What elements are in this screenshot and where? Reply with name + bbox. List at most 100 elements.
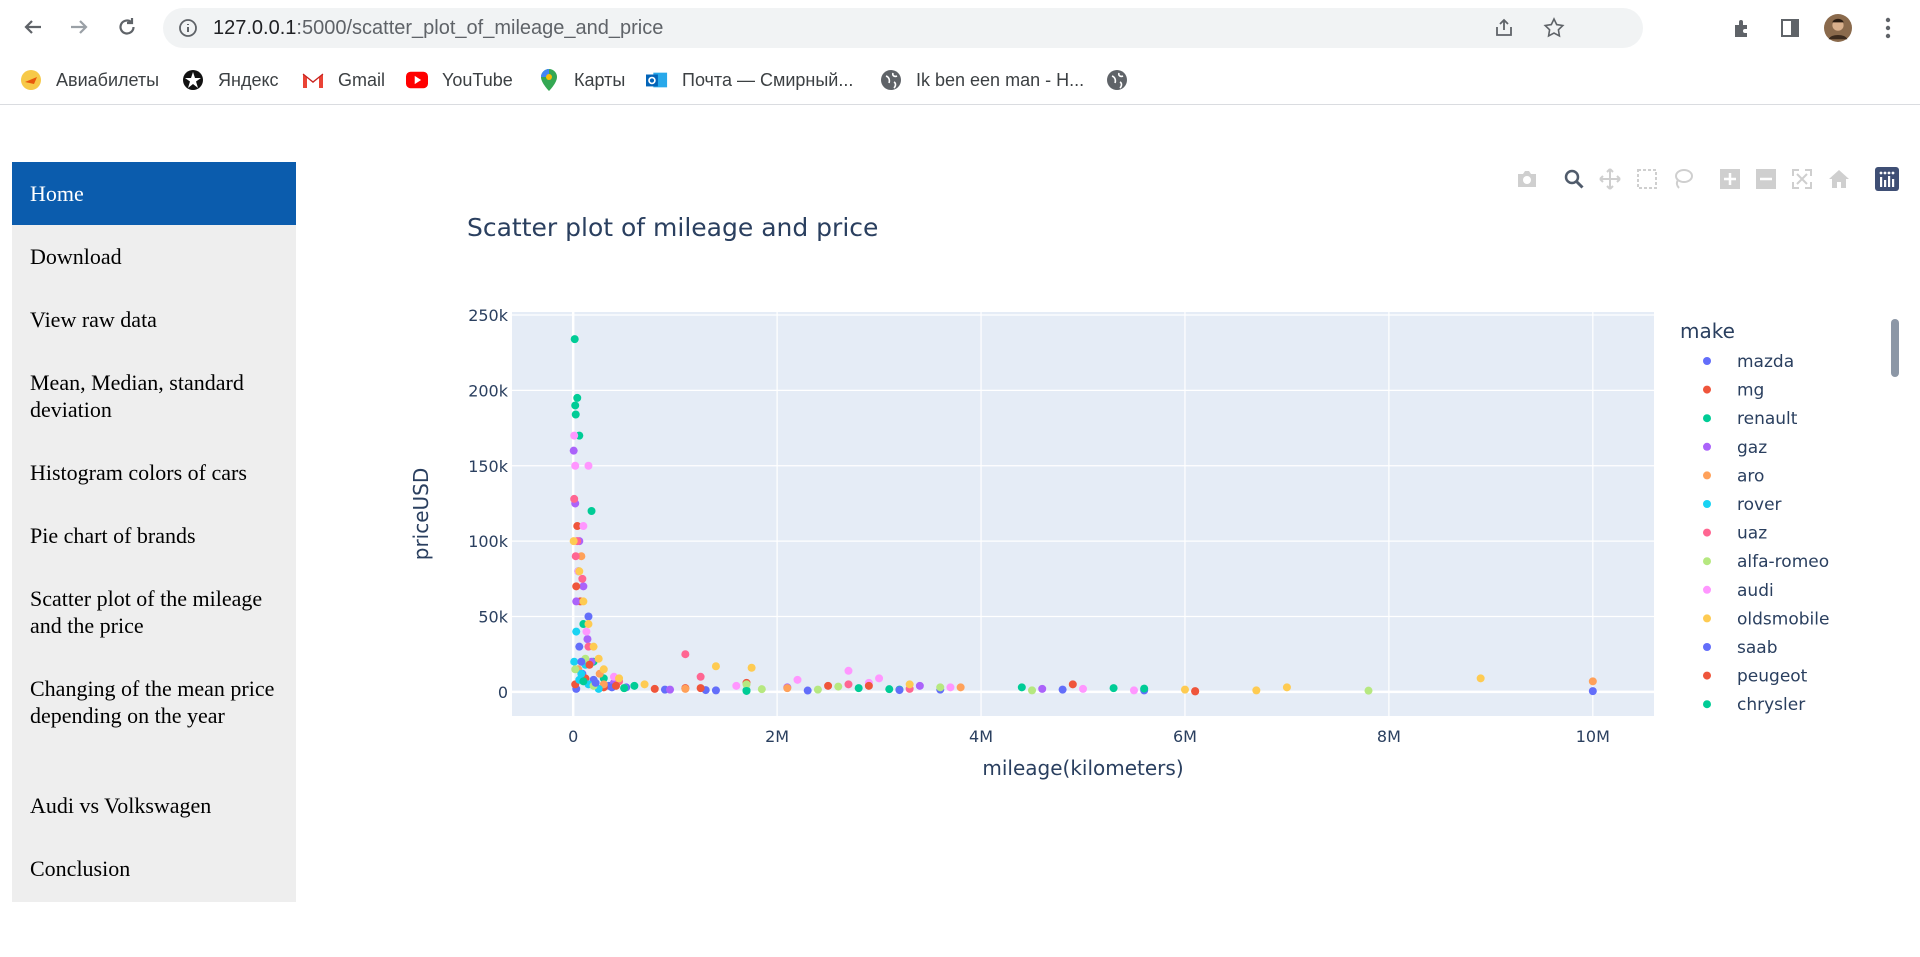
lasso-select-icon[interactable] — [1670, 166, 1696, 192]
profile-avatar[interactable] — [1824, 14, 1852, 42]
sidebar-item-conclusion[interactable]: Conclusion — [12, 837, 296, 902]
legend-item-oldsmobile[interactable]: oldsmobile — [1703, 609, 1829, 629]
data-point-audi[interactable] — [946, 683, 955, 692]
bookmark-youtube[interactable]: YouTube — [406, 66, 513, 94]
url-text[interactable]: 127.0.0.1:5000/scatter_plot_of_mileage_a… — [213, 8, 663, 48]
data-point-rover[interactable] — [572, 627, 581, 636]
legend-item-chrysler[interactable]: chrysler — [1703, 695, 1805, 715]
legend-item-audi[interactable]: audi — [1703, 581, 1774, 601]
data-point-uaz[interactable] — [681, 650, 690, 659]
data-point-aro[interactable] — [1588, 677, 1597, 686]
legend-item-peugeot[interactable]: peugeot — [1703, 667, 1808, 687]
data-point-saab[interactable] — [711, 686, 720, 695]
zoom-out-icon[interactable] — [1753, 166, 1779, 192]
data-point-mazda[interactable] — [584, 612, 593, 621]
sidebar-item-audi-vs-vw[interactable]: Audi vs Volkswagen — [12, 774, 296, 837]
sidebar-item-view-raw-data[interactable]: View raw data — [12, 288, 296, 351]
data-point-mg[interactable] — [1068, 680, 1077, 689]
zoom-in-icon[interactable] — [1717, 166, 1743, 192]
reload-icon[interactable] — [112, 12, 142, 42]
data-point-audi[interactable] — [732, 681, 741, 690]
data-point-chrysler[interactable] — [579, 677, 588, 686]
data-point-chrysler[interactable] — [620, 684, 629, 693]
data-point-alfa-romeo[interactable] — [834, 682, 843, 691]
data-point-oldsmobile[interactable] — [1282, 683, 1291, 692]
data-point-gaz[interactable] — [569, 446, 578, 455]
data-point-alfa-romeo[interactable] — [936, 683, 945, 692]
data-point-renault[interactable] — [1109, 684, 1118, 693]
data-point-audi[interactable] — [875, 674, 884, 683]
data-point-aro[interactable] — [956, 683, 965, 692]
legend[interactable]: make mazda mg renault gaz aro rover uaz alfa-ro… — [1680, 319, 1829, 715]
bookmark-aviatickets[interactable]: Авиабилеты — [20, 66, 159, 94]
sidebar-item-mean-median-std[interactable]: Mean, Median, standard deviation — [12, 351, 296, 441]
data-point-peugeot[interactable] — [696, 684, 705, 693]
data-point-rover[interactable] — [570, 657, 579, 666]
extensions-icon[interactable] — [1728, 14, 1756, 42]
address-bar[interactable]: 127.0.0.1:5000/scatter_plot_of_mileage_a… — [163, 8, 1643, 48]
data-point-uaz[interactable] — [578, 574, 587, 583]
data-point-audi[interactable] — [571, 461, 580, 470]
data-point-aro[interactable] — [681, 684, 690, 693]
data-point-oldsmobile[interactable] — [1476, 674, 1485, 683]
bookmark-mail[interactable]: Почта — Смирный... — [646, 66, 853, 94]
data-point-chrysler[interactable] — [1140, 684, 1149, 693]
data-point-oldsmobile[interactable] — [747, 663, 756, 672]
data-point-rover[interactable] — [577, 669, 586, 678]
data-point-renault[interactable] — [587, 506, 596, 515]
legend-scrollbar[interactable] — [1891, 319, 1899, 377]
data-point-uaz[interactable] — [844, 680, 853, 689]
data-point-renault[interactable] — [571, 410, 580, 419]
data-point-renault[interactable] — [630, 681, 639, 690]
data-point-mg[interactable] — [824, 681, 833, 690]
data-point-chrysler[interactable] — [885, 685, 894, 694]
plotly-logo-icon[interactable] — [1874, 166, 1900, 192]
legend-item-saab[interactable]: saab — [1703, 638, 1777, 658]
sidebar-item-home[interactable]: Home — [12, 162, 296, 225]
data-point-alfa-romeo[interactable] — [742, 680, 751, 689]
bookmark-gmail[interactable]: Gmail — [302, 66, 385, 94]
data-point-peugeot[interactable] — [864, 681, 873, 690]
sidebar-item-download[interactable]: Download — [12, 225, 296, 288]
data-point-mg[interactable] — [650, 684, 659, 693]
back-icon[interactable] — [18, 12, 48, 42]
legend-item-aro[interactable]: aro — [1703, 466, 1764, 486]
reset-axes-home-icon[interactable] — [1826, 166, 1852, 192]
box-select-icon[interactable] — [1634, 166, 1660, 192]
data-point-gaz[interactable] — [1038, 684, 1047, 693]
data-point-oldsmobile[interactable] — [579, 597, 588, 606]
legend-item-mazda[interactable]: mazda — [1703, 352, 1794, 372]
data-point-gaz[interactable] — [666, 685, 675, 694]
data-point-oldsmobile[interactable] — [615, 674, 624, 683]
data-point-audi[interactable] — [1079, 684, 1087, 693]
data-point-oldsmobile[interactable] — [599, 665, 608, 674]
data-point-saab[interactable] — [895, 686, 904, 695]
data-point-alfa-romeo[interactable] — [813, 685, 822, 694]
data-point-renault[interactable] — [571, 401, 580, 410]
data-point-saab[interactable] — [577, 657, 586, 666]
data-point-aro[interactable] — [783, 684, 792, 693]
data-point-peugeot[interactable] — [585, 660, 594, 669]
legend-item-rover[interactable]: rover — [1703, 495, 1782, 515]
data-point-alfa-romeo[interactable] — [757, 685, 766, 694]
share-icon[interactable] — [1493, 17, 1515, 39]
data-point-audi[interactable] — [584, 461, 593, 470]
data-point-audi[interactable] — [1129, 686, 1138, 695]
data-point-peugeot[interactable] — [572, 582, 581, 591]
data-point-oldsmobile[interactable] — [1180, 685, 1189, 694]
camera-icon[interactable] — [1514, 166, 1540, 192]
data-point-aro[interactable] — [577, 552, 586, 561]
data-point-oldsmobile[interactable] — [905, 680, 914, 689]
bookmark-ik-ben[interactable]: Ik ben een man - H... — [880, 66, 1084, 94]
data-point-mg[interactable] — [573, 522, 582, 531]
bookmark-globe[interactable] — [1106, 66, 1142, 94]
data-point-saab[interactable] — [591, 678, 600, 687]
data-point-audi[interactable] — [793, 675, 802, 684]
data-point-chrysler[interactable] — [742, 686, 751, 695]
data-point-oldsmobile[interactable] — [575, 567, 584, 576]
scatter-chart[interactable]: 0 2M 4M 6M 8M 10M 0 50k 100k 150k 200k 250k Scatter… — [300, 104, 1920, 804]
data-point-renault[interactable] — [1017, 683, 1026, 692]
data-point-gaz[interactable] — [572, 597, 581, 606]
data-point-mazda[interactable] — [575, 642, 584, 651]
sidebar-item-histogram-colors[interactable]: Histogram colors of cars — [12, 441, 296, 504]
